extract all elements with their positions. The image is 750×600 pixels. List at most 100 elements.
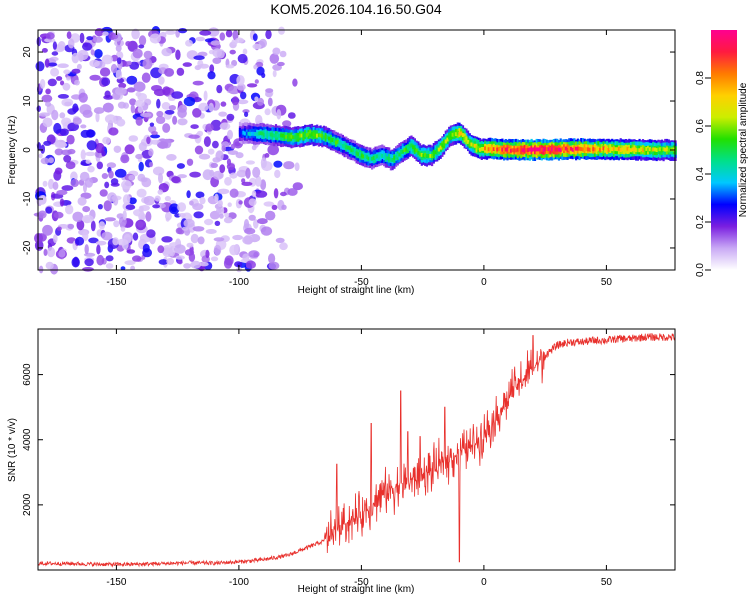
- noise-blob: [255, 175, 262, 187]
- ridge-cell: [331, 138, 334, 142]
- ridge-cell: [455, 132, 458, 137]
- snr-background: [38, 329, 675, 570]
- noise-blob: [268, 253, 276, 264]
- ridge-cell: [365, 155, 368, 159]
- noise-blob: [181, 226, 189, 231]
- noise-blob: [138, 35, 147, 46]
- ridge-cell: [515, 148, 518, 153]
- noise-blob: [42, 180, 48, 187]
- noise-blob: [251, 190, 257, 198]
- noise-blob: [253, 64, 258, 70]
- ridge-cell: [645, 147, 648, 151]
- x-tick-label: -150: [106, 577, 126, 588]
- noise-blob: [192, 80, 204, 86]
- ridge-cell: [271, 133, 274, 138]
- ridge-cell: [422, 153, 425, 158]
- y-tick-label: 4000: [22, 428, 33, 451]
- noise-blob: [120, 266, 126, 271]
- noise-blob: [59, 128, 69, 136]
- ridge-cell: [250, 131, 254, 136]
- ridge-cell: [652, 147, 655, 152]
- ridge-cell: [636, 148, 639, 153]
- noise-blob: [229, 49, 236, 55]
- y-tick-label: 6000: [22, 363, 33, 386]
- ridge-cell: [568, 147, 571, 152]
- x-tick-label: -50: [354, 277, 369, 288]
- noise-blob: [85, 159, 91, 164]
- noise-blob: [240, 91, 247, 100]
- ridge-cell: [604, 147, 607, 152]
- ridge-cell: [480, 147, 483, 151]
- noise-blob: [113, 145, 122, 153]
- noise-blob: [146, 136, 151, 145]
- noise-blob: [66, 31, 72, 39]
- ridge-cell: [278, 133, 281, 138]
- noise-blob: [161, 236, 173, 243]
- ridge-cell: [432, 152, 435, 157]
- ridge-cell: [485, 146, 489, 151]
- ridge-cell: [381, 153, 384, 158]
- noise-blob: [128, 174, 135, 181]
- noise-blob: [216, 84, 223, 94]
- noise-blob: [141, 72, 151, 83]
- ridge-cell: [662, 147, 665, 152]
- ridge-cell: [338, 140, 341, 145]
- ridge-cell: [657, 147, 660, 152]
- ridge-cell: [484, 146, 487, 151]
- noise-blob: [178, 213, 186, 218]
- noise-blob: [223, 258, 233, 269]
- noise-blob: [287, 188, 298, 196]
- noise-blob: [175, 227, 183, 235]
- ridge-cell: [533, 147, 537, 152]
- noise-blob: [186, 242, 194, 248]
- ridge-cell: [621, 147, 624, 152]
- noise-blob: [138, 44, 145, 49]
- ridge-cell: [605, 146, 609, 151]
- ridge-cell: [436, 148, 439, 153]
- noise-blob: [135, 153, 144, 160]
- noise-blob: [280, 191, 287, 197]
- noise-blob: [97, 204, 103, 210]
- ridge-cell: [295, 135, 298, 140]
- noise-blob: [125, 41, 132, 47]
- noise-blob: [82, 230, 89, 242]
- ridge-cell: [602, 146, 605, 151]
- ridge-cell: [671, 147, 674, 152]
- noise-blob: [103, 200, 112, 212]
- noise-blob: [182, 62, 192, 67]
- ridge-cell: [305, 133, 308, 138]
- noise-blob: [158, 259, 168, 265]
- ridge-cell: [623, 146, 626, 151]
- noise-blob: [164, 68, 175, 77]
- ridge-cell: [456, 130, 459, 135]
- noise-blob: [54, 148, 64, 156]
- noise-blob: [236, 99, 249, 105]
- ridge-cell: [650, 148, 653, 153]
- ridge-cell: [468, 142, 471, 147]
- ridge-cell: [647, 148, 650, 152]
- noise-blob: [252, 43, 262, 50]
- ridge-cell: [395, 155, 398, 160]
- noise-blob: [115, 44, 122, 52]
- noise-blob: [264, 108, 271, 116]
- ridge-cell: [453, 131, 456, 136]
- noise-blob: [263, 201, 275, 207]
- noise-blob: [82, 42, 93, 51]
- ridge-cell: [528, 147, 531, 152]
- noise-blob: [261, 72, 266, 78]
- ridge-cell: [508, 148, 511, 153]
- noise-blob: [282, 120, 292, 128]
- ridge-cell: [631, 147, 634, 152]
- ridge-cell: [554, 147, 557, 152]
- noise-blob: [56, 226, 62, 231]
- ridge-cell: [346, 145, 350, 150]
- noise-blob: [45, 32, 55, 40]
- noise-blob: [72, 117, 82, 125]
- ridge-cell: [353, 149, 356, 154]
- ridge-cell: [355, 151, 358, 156]
- noise-blob: [252, 33, 258, 42]
- noise-blob: [171, 176, 181, 184]
- ridge-cell: [264, 132, 267, 137]
- ridge-cell: [516, 147, 519, 152]
- noise-blob: [82, 267, 94, 272]
